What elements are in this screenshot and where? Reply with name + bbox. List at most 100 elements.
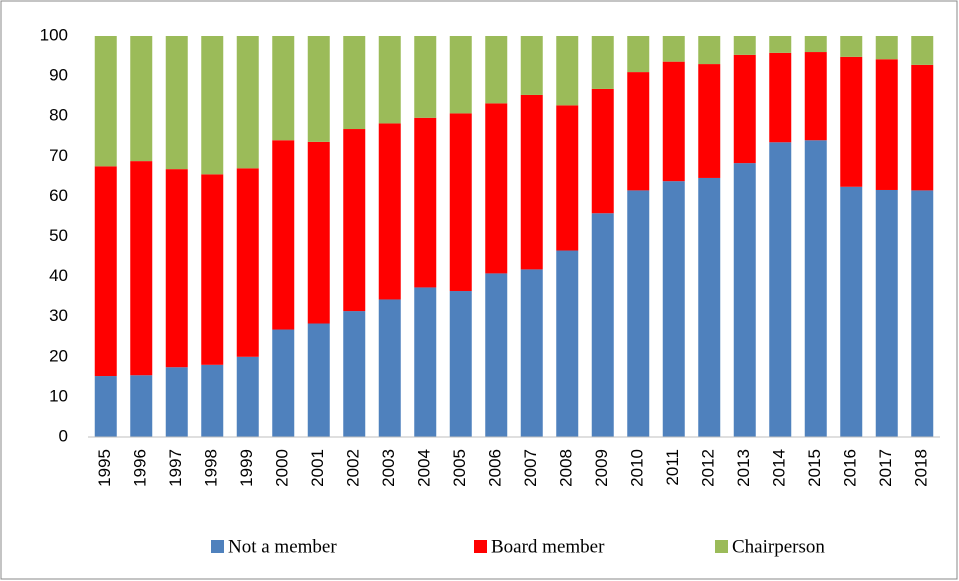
- x-tick-label: 2013: [734, 449, 753, 487]
- bar-segment: [449, 36, 472, 114]
- x-tick-label: 2007: [521, 449, 540, 487]
- x-tick-label: 2001: [308, 449, 327, 487]
- bar-segment: [627, 36, 650, 73]
- bar-segment: [520, 36, 543, 95]
- bar-segment: [201, 174, 224, 365]
- y-tick-label: 0: [59, 426, 68, 445]
- bar-segment: [520, 269, 543, 437]
- bar-segment: [236, 36, 259, 169]
- bar-segment: [165, 36, 188, 170]
- y-tick-label: 20: [49, 346, 68, 365]
- bar-segment: [343, 129, 366, 312]
- y-tick-label: 80: [49, 106, 68, 125]
- y-tick-label: 70: [49, 146, 68, 165]
- x-tick-label: 2016: [841, 449, 860, 487]
- x-tick-label: 2012: [699, 449, 718, 487]
- bar-segment: [236, 168, 259, 357]
- bar-segment: [733, 163, 756, 437]
- bar-segment: [165, 367, 188, 437]
- bar-segment: [556, 36, 579, 106]
- x-tick-label: 1996: [131, 449, 150, 487]
- bar-segment: [343, 311, 366, 437]
- x-tick-label: 2009: [592, 449, 611, 487]
- legend-swatch: [474, 540, 487, 553]
- bar-segment: [130, 36, 153, 162]
- x-tick-label: 1995: [95, 449, 114, 487]
- bar-segment: [378, 123, 401, 300]
- bar-segment: [94, 376, 117, 437]
- bar-segment: [662, 61, 685, 182]
- bar-segment: [449, 291, 472, 437]
- bar-segment: [662, 181, 685, 437]
- bar-segment: [875, 59, 898, 190]
- bar-segment: [307, 36, 330, 142]
- x-tick-label: 1997: [166, 449, 185, 487]
- bar-segment: [804, 52, 827, 141]
- bar-segment: [875, 36, 898, 60]
- bar-segment: [307, 323, 330, 437]
- bar-segment: [414, 117, 437, 288]
- y-tick-label: 90: [49, 66, 68, 85]
- bar-segment: [769, 142, 792, 437]
- bar-segment: [414, 287, 437, 437]
- bar-segment: [698, 36, 721, 65]
- y-tick-label: 100: [40, 25, 68, 44]
- bar-segment: [911, 190, 934, 437]
- legend-swatch: [211, 540, 224, 553]
- bar-segment: [272, 140, 295, 330]
- bar-segment: [591, 88, 614, 214]
- x-tick-label: 2005: [450, 449, 469, 487]
- bar-segment: [378, 36, 401, 124]
- bar-segment: [911, 36, 934, 65]
- bar-segment: [769, 52, 792, 143]
- bar-segment: [804, 140, 827, 437]
- bar-segment: [769, 36, 792, 53]
- bar-segment: [662, 36, 685, 62]
- bar-segment: [840, 36, 863, 57]
- bar-segment: [272, 36, 295, 141]
- legend-swatch: [715, 540, 728, 553]
- x-tick-label: 2010: [628, 449, 647, 487]
- x-tick-label: 2000: [273, 449, 292, 487]
- y-tick-label: 10: [49, 386, 68, 405]
- y-tick-label: 60: [49, 186, 68, 205]
- bar-segment: [840, 186, 863, 437]
- bar-segment: [804, 36, 827, 53]
- bar-segment: [485, 273, 508, 437]
- bar-segment: [733, 36, 756, 55]
- bar-segment: [272, 329, 295, 437]
- bar-segment: [165, 169, 188, 368]
- bar-segment: [485, 103, 508, 274]
- x-tick-label: 2003: [379, 449, 398, 487]
- bar-segment: [201, 36, 224, 175]
- legend-text: Board member: [491, 536, 605, 557]
- bar-segment: [130, 375, 153, 437]
- x-tick-label: 2002: [344, 449, 363, 487]
- bar-segment: [556, 250, 579, 437]
- bar-segment: [591, 213, 614, 437]
- bar-segment: [698, 177, 721, 438]
- x-tick-label: 2011: [663, 449, 682, 486]
- y-tick-label: 40: [49, 266, 68, 285]
- bar-segment: [201, 364, 224, 437]
- bar-segment: [875, 189, 898, 437]
- bar-segment: [556, 105, 579, 251]
- bar-segment: [911, 64, 934, 191]
- bar-segment: [449, 113, 472, 292]
- bar-segment: [94, 36, 117, 167]
- y-tick-label: 30: [49, 306, 68, 325]
- bar-segment: [520, 94, 543, 270]
- bar-segment: [698, 64, 721, 178]
- bar-segment: [485, 36, 508, 104]
- y-tick-label: 50: [49, 226, 68, 245]
- bar-segment: [378, 299, 401, 437]
- bar-segment: [130, 161, 153, 376]
- x-tick-label: 1999: [237, 449, 256, 487]
- x-tick-label: 2006: [486, 449, 505, 487]
- x-tick-label: 2014: [770, 449, 789, 487]
- x-tick-label: 2018: [912, 449, 931, 487]
- bar-segment: [236, 356, 259, 437]
- bar-segment: [627, 72, 650, 191]
